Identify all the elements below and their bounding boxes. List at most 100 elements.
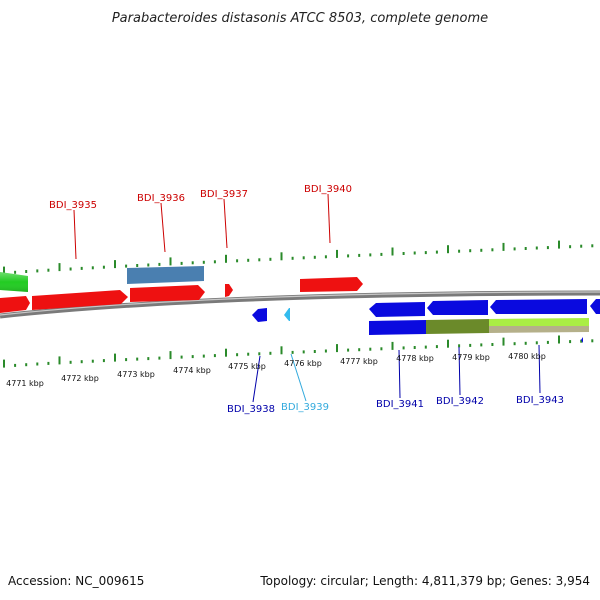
minor-tick — [47, 361, 50, 365]
major-tick — [502, 242, 505, 251]
gene-label-BDI_3938[interactable]: BDI_3938 — [227, 404, 275, 415]
minor-tick — [313, 255, 316, 259]
gene-label-BDI_3942[interactable]: BDI_3942 — [436, 396, 484, 407]
minor-tick — [80, 360, 83, 364]
minor-tick — [91, 359, 94, 363]
minor-tick — [158, 356, 161, 360]
gene-BDI_3935[interactable] — [32, 290, 128, 310]
minor-tick — [269, 257, 272, 261]
minor-tick — [591, 339, 594, 343]
minor-tick — [191, 355, 194, 359]
minor-tick — [480, 248, 483, 252]
gene-BDI_3938[interactable] — [252, 308, 267, 322]
minor-tick — [424, 251, 427, 255]
major-tick — [558, 335, 560, 344]
major-tick — [225, 254, 227, 263]
gene-label-BDI_3941[interactable]: BDI_3941 — [376, 399, 424, 410]
gene-BDI_3943[interactable] — [489, 318, 589, 326]
kbp-label: 4779 kbp — [452, 353, 490, 362]
minor-tick — [302, 256, 305, 260]
minor-tick — [580, 244, 583, 248]
outer-scale-ticks — [3, 240, 594, 275]
minor-tick — [69, 267, 72, 271]
minor-tick — [202, 354, 205, 358]
minor-tick — [324, 255, 327, 259]
genome-backbone-highlight — [0, 291, 600, 316]
gene-blue-row1-d[interactable] — [590, 299, 600, 314]
kbp-label: 4772 kbp — [61, 374, 99, 383]
gene-steel-blue[interactable] — [127, 266, 204, 284]
gene-BDI_3941[interactable] — [369, 320, 426, 335]
minor-tick — [513, 342, 516, 346]
minor-tick — [136, 264, 139, 267]
leader-BDI_3940 — [327, 193, 331, 244]
minor-tick — [369, 347, 372, 351]
gene-BDI_3942[interactable] — [426, 319, 489, 334]
gene-BDI_3937[interactable] — [225, 284, 233, 297]
gene-label-BDI_3943[interactable]: BDI_3943 — [516, 395, 564, 406]
minor-tick — [213, 354, 216, 358]
minor-tick — [413, 346, 416, 349]
gene-label-BDI_3935[interactable]: BDI_3935 — [49, 200, 97, 211]
minor-tick — [25, 270, 28, 273]
minor-tick — [247, 258, 250, 262]
minor-tick — [535, 246, 538, 250]
minor-tick — [302, 350, 305, 354]
gene-blue-tiny[interactable] — [581, 337, 583, 343]
gene-label-BDI_3940[interactable]: BDI_3940 — [304, 184, 352, 195]
major-tick — [3, 266, 5, 275]
gene-blue-row1-a[interactable] — [369, 302, 425, 317]
minor-tick — [14, 363, 17, 367]
kbp-label: 4777 kbp — [340, 357, 378, 366]
gene-BDI_3936[interactable] — [130, 285, 205, 302]
minor-tick — [213, 260, 216, 264]
minor-tick — [469, 343, 472, 347]
major-tick — [391, 341, 394, 350]
gene-khaki[interactable] — [489, 326, 589, 333]
minor-tick — [258, 258, 261, 262]
minor-tick — [458, 344, 461, 348]
minor-tick — [413, 251, 416, 255]
gene-blue-row1-c[interactable] — [490, 299, 587, 314]
gene-BDI_3940[interactable] — [300, 277, 363, 292]
minor-tick — [491, 248, 494, 252]
minor-tick — [102, 359, 105, 363]
gene-red-left[interactable] — [0, 296, 30, 313]
minor-tick — [125, 358, 128, 362]
leader-BDI_3942 — [458, 346, 461, 396]
leader-BDI_3937 — [223, 198, 228, 249]
major-tick — [558, 240, 560, 249]
kbp-label: 4773 kbp — [117, 370, 155, 379]
minor-tick — [291, 256, 294, 260]
minor-tick — [380, 347, 383, 351]
gene-label-BDI_3936[interactable]: BDI_3936 — [137, 193, 185, 204]
gene-blue-row1-b[interactable] — [427, 300, 488, 315]
minor-tick — [380, 252, 383, 256]
minor-tick — [47, 268, 50, 272]
genome-backbone — [0, 290, 600, 319]
major-tick — [336, 249, 338, 258]
minor-tick — [580, 339, 583, 343]
minor-tick — [524, 247, 527, 250]
minor-tick — [69, 360, 72, 364]
minor-tick — [202, 260, 205, 264]
leader-BDI_3939 — [290, 353, 307, 402]
major-tick — [391, 247, 394, 256]
leader-BDI_3935 — [73, 209, 77, 260]
gene-label-BDI_3937[interactable]: BDI_3937 — [200, 189, 248, 200]
gene-BDI_3939[interactable] — [284, 308, 290, 321]
minor-tick — [247, 352, 250, 356]
major-tick — [447, 245, 449, 254]
gene-label-BDI_3939[interactable]: BDI_3939 — [281, 402, 329, 413]
minor-tick — [358, 348, 361, 352]
minor-tick — [591, 244, 594, 248]
accession-text: Accession: NC_009615 — [8, 574, 144, 588]
kbp-label: 4778 kbp — [396, 354, 434, 363]
leader-BDI_3936 — [160, 202, 166, 253]
kbp-label: 4780 kbp — [508, 352, 546, 361]
minor-tick — [569, 245, 572, 249]
minor-tick — [324, 349, 327, 353]
major-tick — [169, 257, 172, 266]
minor-tick — [158, 262, 161, 266]
